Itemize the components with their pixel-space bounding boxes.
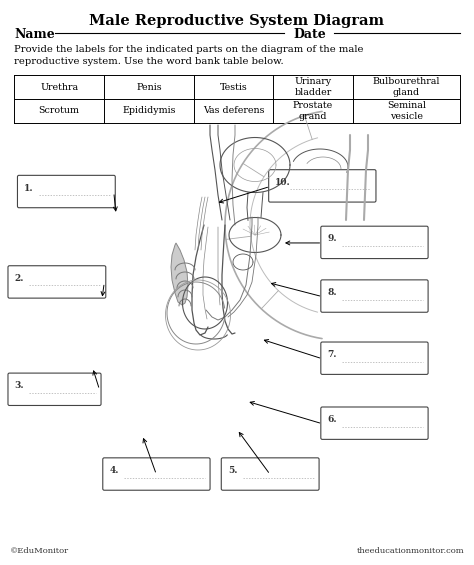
FancyBboxPatch shape — [103, 458, 210, 490]
FancyBboxPatch shape — [321, 342, 428, 375]
Text: Seminal
vesicle: Seminal vesicle — [387, 101, 426, 121]
Text: 1.: 1. — [24, 184, 34, 193]
Text: 9.: 9. — [328, 234, 337, 244]
Text: Prostate
grand: Prostate grand — [293, 101, 333, 121]
Text: Testis: Testis — [219, 82, 247, 92]
Text: 8.: 8. — [328, 288, 337, 297]
FancyBboxPatch shape — [18, 175, 115, 208]
Text: theeducationmonitor.com: theeducationmonitor.com — [357, 547, 465, 555]
Text: ©EduMonitor: ©EduMonitor — [9, 547, 69, 555]
FancyBboxPatch shape — [321, 407, 428, 440]
Text: Urinary
bladder: Urinary bladder — [294, 77, 331, 97]
Text: 10.: 10. — [275, 178, 291, 187]
FancyBboxPatch shape — [321, 280, 428, 312]
Text: 7.: 7. — [328, 350, 337, 359]
Polygon shape — [171, 243, 188, 305]
FancyBboxPatch shape — [8, 373, 101, 406]
FancyBboxPatch shape — [321, 226, 428, 259]
Text: 6.: 6. — [328, 415, 337, 424]
Text: Bulbourethral
gland: Bulbourethral gland — [373, 77, 440, 97]
Text: Penis: Penis — [137, 82, 162, 92]
Text: 3.: 3. — [15, 381, 24, 390]
Text: Provide the labels for the indicated parts on the diagram of the male
reproducti: Provide the labels for the indicated par… — [14, 45, 364, 66]
FancyBboxPatch shape — [221, 458, 319, 490]
Text: Urethra: Urethra — [40, 82, 78, 92]
Text: Date: Date — [294, 28, 327, 41]
Text: Scrotum: Scrotum — [39, 106, 80, 115]
Text: Epididymis: Epididymis — [123, 106, 176, 115]
Text: 5.: 5. — [228, 466, 237, 475]
Text: Male Reproductive System Diagram: Male Reproductive System Diagram — [90, 14, 384, 28]
Text: Name: Name — [14, 28, 55, 41]
FancyBboxPatch shape — [8, 266, 106, 298]
FancyBboxPatch shape — [269, 170, 376, 202]
Text: 4.: 4. — [109, 466, 119, 475]
Text: 2.: 2. — [15, 274, 24, 283]
Text: Vas deferens: Vas deferens — [203, 106, 264, 115]
